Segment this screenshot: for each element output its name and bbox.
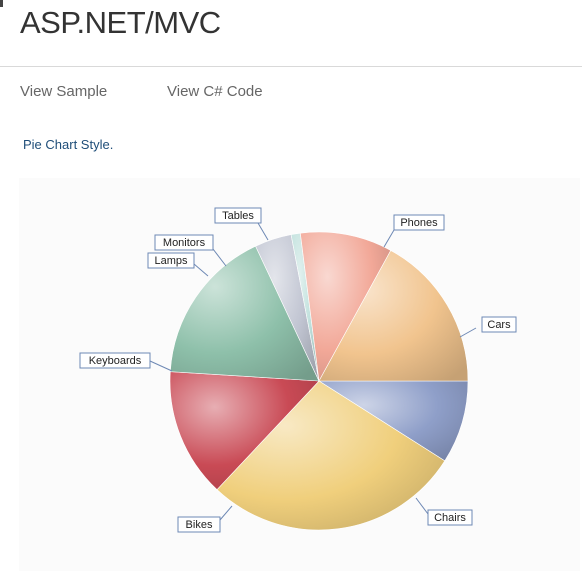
tab-view-sample[interactable]: View Sample	[20, 83, 108, 100]
pie-label-leader-monitors	[212, 248, 227, 267]
pie-label-box-keyboards	[79, 352, 151, 369]
pie-label-keyboards: Keyboards	[89, 355, 142, 367]
tab-bar: View Sample View C# Code	[0, 67, 582, 117]
pie-slice-tables[interactable]	[299, 231, 392, 382]
pie-label-box-monitors	[154, 234, 214, 251]
pie-label-leader-cars	[459, 327, 477, 338]
pie-slice-cars[interactable]	[317, 380, 469, 462]
pie-label-leader-keyboards	[149, 360, 173, 372]
app-title: ASP.NET/MVC	[20, 5, 221, 40]
pie-label-leader-lamps	[193, 263, 209, 277]
pie-label-cars: Cars	[487, 319, 511, 331]
pie-slice-bikes[interactable]	[169, 371, 320, 491]
pie-label-chairs: Chairs	[434, 512, 466, 524]
pie-slice-chairs[interactable]	[216, 380, 446, 531]
pie-label-leader-chairs	[415, 497, 429, 515]
pie-label-leader-phones	[383, 229, 395, 248]
pie-label-box-chairs	[427, 509, 473, 526]
tab-view-code[interactable]: View C# Code	[167, 83, 263, 100]
pie-label-leader-tables	[257, 222, 269, 241]
pie-label-tables: Tables	[222, 210, 254, 222]
pie-label-lamps: Lamps	[154, 255, 188, 267]
pie-label-monitors: Monitors	[163, 237, 206, 249]
page-header: ASP.NET/MVC	[0, 0, 582, 67]
pie-label-phones: Phones	[400, 217, 438, 229]
pie-slice-keyboards[interactable]	[169, 245, 320, 382]
corner-mark	[0, 0, 3, 7]
pie-label-box-tables	[214, 207, 262, 224]
pie-label-bikes: Bikes	[186, 519, 213, 531]
pie-label-box-phones	[393, 214, 445, 231]
chart-description: Pie Chart Style.	[23, 137, 114, 152]
pie-label-box-cars	[481, 316, 517, 333]
pie-slice-phones[interactable]	[318, 250, 469, 382]
pie-label-leader-bikes	[219, 505, 233, 521]
pie-label-box-bikes	[177, 516, 221, 533]
pie-label-box-lamps	[147, 252, 195, 269]
